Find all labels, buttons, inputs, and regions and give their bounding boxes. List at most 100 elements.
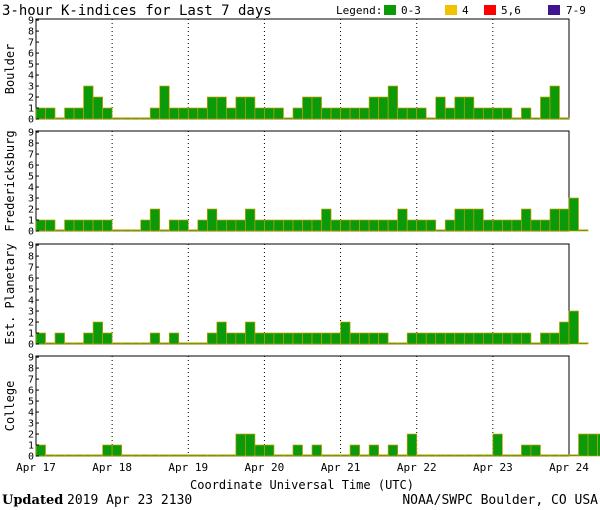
k-index-bar (264, 444, 275, 457)
k-index-bar (121, 342, 132, 345)
y-tick-label: 6 (28, 274, 34, 285)
k-index-bar (406, 433, 418, 457)
k-index-bar (149, 332, 161, 345)
k-index-bar (45, 107, 56, 120)
k-index-bar (235, 332, 246, 345)
k-index-bar (73, 342, 84, 345)
legend: Legend: 0-3 4 5,6 7-9 (336, 4, 586, 17)
k-index-bar (168, 332, 180, 345)
k-index-bar (92, 454, 103, 457)
k-index-bar (330, 332, 341, 345)
k-index-bar (111, 117, 123, 120)
k-index-bar (482, 332, 494, 345)
k-index-bar (473, 107, 484, 120)
k-index-bar (482, 107, 494, 120)
k-index-bar (83, 454, 94, 457)
k-index-bar (159, 85, 170, 120)
x-tick-label: Apr 20 (245, 461, 285, 474)
k-index-bar (102, 444, 113, 457)
k-index-bar (264, 332, 275, 345)
k-index-bar (283, 219, 294, 232)
k-index-bar (235, 219, 246, 232)
k-index-bar (140, 342, 151, 345)
k-index-bar (492, 107, 503, 120)
k-index-bar (540, 219, 551, 232)
k-index-bar (73, 454, 84, 457)
k-index-bar (568, 197, 579, 232)
k-index-bar (178, 342, 189, 345)
y-tick-label: 8 (28, 139, 34, 150)
legend-item-5-6: 5,6 (501, 4, 521, 17)
y-tick-label: 1 (28, 329, 34, 340)
k-index-bar (387, 342, 399, 345)
k-index-bar (521, 332, 532, 345)
k-index-bar (54, 332, 65, 345)
k-index-bar (226, 332, 237, 345)
k-index-bar (406, 332, 418, 345)
k-index-bar (559, 117, 570, 120)
k-index-bar (454, 332, 465, 345)
k-index-bar (264, 107, 275, 120)
k-index-bar (330, 454, 341, 457)
k-index-bar (502, 454, 513, 457)
k-index-bar (35, 444, 46, 457)
k-index-bar (587, 433, 598, 457)
k-index-bar (463, 332, 475, 345)
k-index-bar (349, 332, 360, 345)
k-index-bar (121, 117, 132, 120)
k-index-bar (521, 107, 532, 120)
k-index-bar (511, 219, 522, 232)
k-index-bar (45, 219, 56, 232)
x-tick-label: Apr 18 (92, 461, 132, 474)
updated-label: Updated (2, 493, 63, 508)
y-tick-label: 2 (28, 430, 34, 441)
k-index-bar (73, 219, 84, 232)
k-index-bar (273, 332, 284, 345)
k-index-bar (311, 444, 322, 457)
k-index-bar (321, 454, 332, 457)
y-tick-label: 7 (28, 150, 34, 161)
y-tick-label: 2 (28, 205, 34, 216)
x-axis-title: Coordinate Universal Time (UTC) (190, 478, 414, 492)
k-index-bar (206, 454, 218, 457)
k-index-bar (397, 454, 408, 457)
x-tick-labels: Apr 17 Apr 18 Apr 19 Apr 20 Apr 21 Apr 22 Apr … (16, 461, 589, 474)
y-tick-label: 8 (28, 364, 34, 375)
k-index-bar (216, 454, 227, 457)
k-index-bar (216, 96, 227, 120)
k-index-bar (578, 433, 589, 457)
k-index-bar (597, 433, 600, 457)
k-index-bar (235, 433, 246, 457)
panel-frame (35, 130, 570, 232)
k-index-bar (168, 454, 180, 457)
y-tick-label: 2 (28, 318, 34, 329)
k-index-bar (54, 117, 65, 120)
k-index-bar (64, 219, 75, 232)
y-tick-label: 4 (28, 183, 34, 194)
k-index-bar (149, 208, 161, 232)
k-index-bar (197, 219, 208, 232)
k-index-bar (292, 444, 303, 457)
k-index-bar (73, 107, 84, 120)
k-index-bar (92, 219, 103, 232)
k-index-bar (178, 219, 189, 232)
y-tick-label: 5 (28, 60, 34, 71)
y-tick-label: 3 (28, 82, 34, 93)
k-index-bar (368, 332, 379, 345)
k-index-bar (159, 229, 170, 232)
k-index-bar (245, 208, 256, 232)
y-tick-label: 0 (28, 227, 34, 238)
k-index-bar (197, 454, 208, 457)
k-index-bar (168, 219, 180, 232)
y-tick-label: 4 (28, 296, 34, 307)
k-index-bar (549, 454, 560, 457)
k-index-bar (473, 208, 484, 232)
k-index-bar (454, 454, 465, 457)
y-tick-label: 4 (28, 408, 34, 419)
k-index-bar (482, 219, 494, 232)
k-index-bar (283, 332, 294, 345)
k-index-bar (502, 107, 513, 120)
